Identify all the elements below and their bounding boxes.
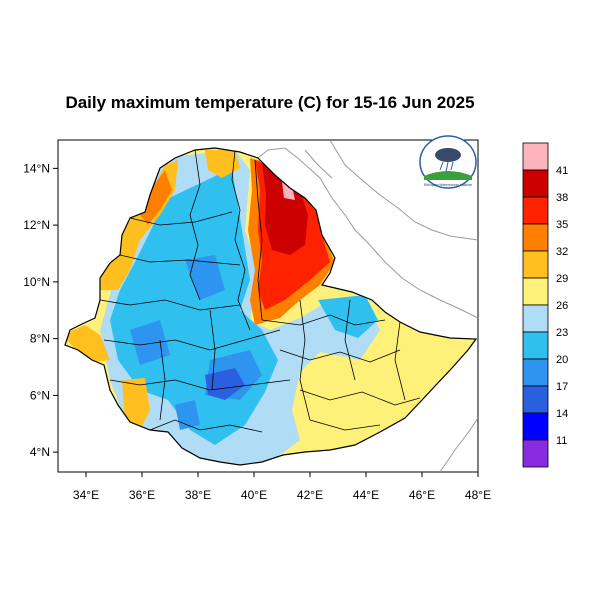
colorbar-label: 26 [556, 300, 568, 312]
colorbar-swatch [522, 412, 549, 441]
colorbar-label: 11 [556, 435, 567, 447]
y-tick-label: 4°N [30, 445, 50, 459]
colorbar-label: 41 [556, 165, 568, 177]
x-axis: 34°E 36°E 38°E 40°E 42°E 44°E 46°E 48°E [73, 472, 491, 502]
colorbar-swatch [522, 358, 549, 387]
colorbar-swatch [522, 304, 549, 333]
ethiopian-meteorology-institute-logo: Ethiopian Meteorology Institute [419, 135, 477, 189]
colorbar-label: 23 [556, 327, 568, 339]
x-tick-label: 34°E [73, 488, 99, 502]
y-tick-label: 14°N [23, 161, 50, 175]
x-tick-label: 46°E [409, 488, 435, 502]
colorbar-label: 20 [556, 354, 568, 366]
colorbar-swatch [522, 277, 549, 306]
admin-boundaries [99, 149, 421, 433]
logo-text: Ethiopian Meteorology Institute [424, 183, 472, 187]
colorbar-swatch [522, 250, 549, 279]
colorbar-label: 32 [556, 246, 568, 258]
y-axis: 4°N 6°N 8°N 10°N 12°N 14°N [23, 161, 58, 459]
y-tick-label: 10°N [23, 275, 50, 289]
y-tick-label: 12°N [23, 218, 50, 232]
colorbar-swatch [522, 331, 549, 360]
colorbar-label: 35 [556, 219, 568, 231]
colorbar-label: 29 [556, 273, 568, 285]
colorbar: 41 38 35 32 29 26 23 20 17 14 11 [522, 142, 568, 468]
x-tick-label: 48°E [465, 488, 491, 502]
colorbar-swatch [522, 223, 549, 252]
colorbar-swatch [522, 196, 549, 225]
colorbar-swatch [522, 439, 549, 468]
neighbour-boundaries [257, 140, 478, 472]
colorbar-label: 14 [556, 408, 568, 420]
y-tick-label: 6°N [30, 388, 50, 402]
country-outline [64, 147, 478, 466]
colorbar-label: 38 [556, 192, 568, 204]
x-tick-label: 38°E [185, 488, 211, 502]
x-tick-label: 36°E [129, 488, 155, 502]
y-tick-label: 8°N [30, 332, 50, 346]
x-tick-label: 40°E [241, 488, 267, 502]
colorbar-label: 17 [556, 381, 568, 393]
colorbar-swatch [522, 169, 549, 198]
colorbar-swatch [522, 142, 549, 171]
x-tick-label: 42°E [297, 488, 323, 502]
map-title: Daily maximum temperature (C) for 15-16 … [65, 93, 475, 112]
colorbar-swatch [522, 385, 549, 414]
x-tick-label: 44°E [353, 488, 379, 502]
